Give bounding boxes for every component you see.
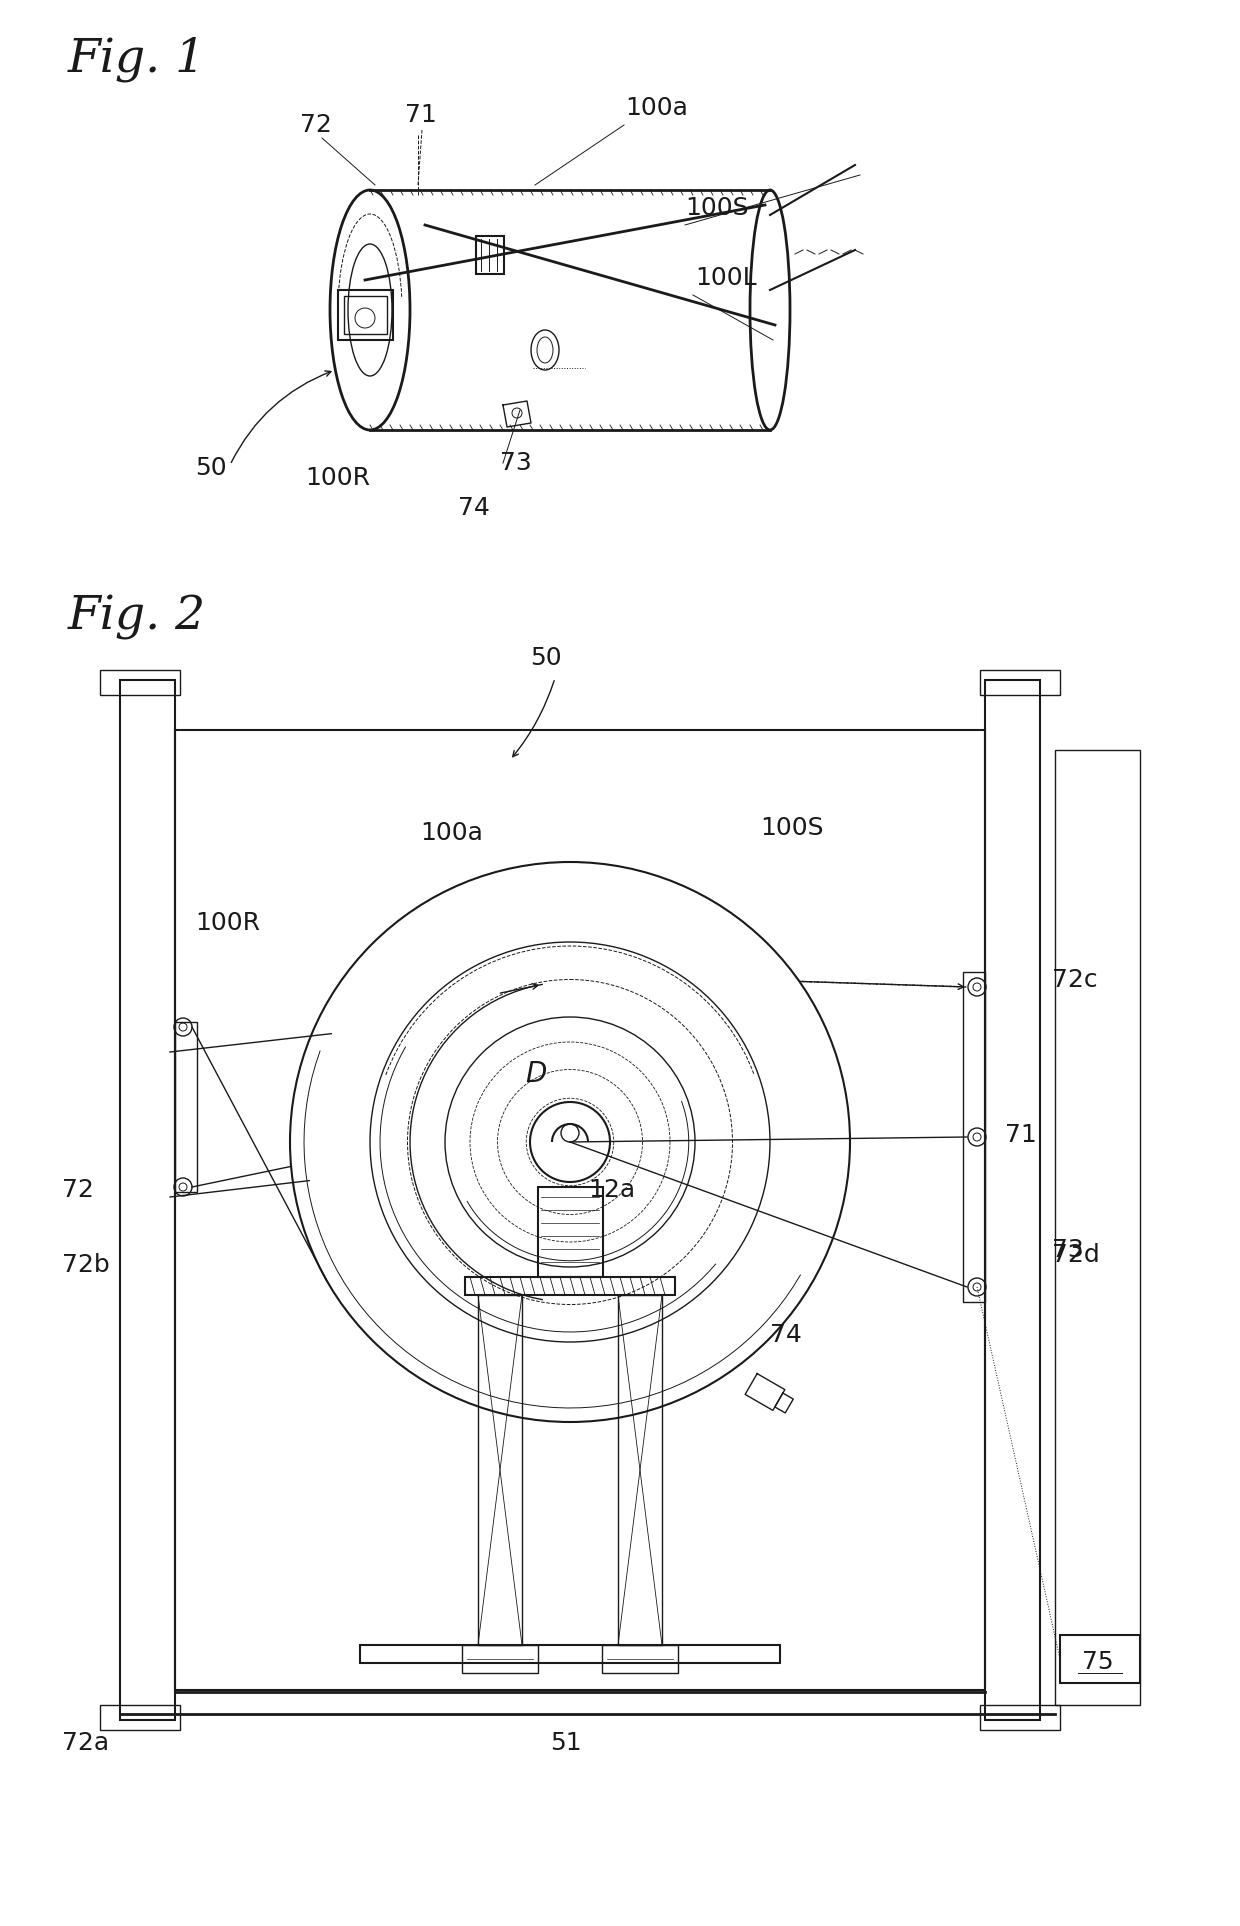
Bar — [100, 1705, 180, 1730]
Bar — [175, 730, 985, 1689]
Text: 74: 74 — [770, 1323, 802, 1346]
Text: 72: 72 — [62, 1179, 94, 1202]
Text: 72b: 72b — [62, 1254, 110, 1277]
Text: 72d: 72d — [1052, 1242, 1100, 1267]
Text: 73: 73 — [1052, 1238, 1084, 1262]
Text: 73: 73 — [500, 451, 532, 476]
Text: 71: 71 — [1004, 1123, 1037, 1148]
Bar — [477, 1294, 522, 1645]
Text: 72c: 72c — [1052, 969, 1097, 992]
Bar — [100, 670, 180, 695]
Text: 100a: 100a — [625, 96, 688, 119]
Bar — [343, 297, 387, 333]
Bar — [618, 1294, 662, 1645]
Text: 50: 50 — [529, 645, 562, 670]
Bar — [1060, 1635, 1140, 1683]
Text: 100R: 100R — [195, 911, 260, 934]
Bar — [1055, 749, 1140, 1705]
Text: 100S: 100S — [684, 196, 749, 220]
Bar — [463, 1645, 538, 1674]
Text: 100L: 100L — [694, 266, 756, 291]
Text: 72a: 72a — [62, 1731, 109, 1755]
Bar — [980, 1705, 1060, 1730]
Text: 51: 51 — [551, 1731, 582, 1755]
Bar — [985, 680, 1040, 1720]
Text: 100S: 100S — [760, 817, 823, 840]
Bar — [175, 1023, 197, 1192]
Bar — [465, 1277, 675, 1294]
Text: Fig. 2: Fig. 2 — [68, 595, 206, 641]
Text: 12a: 12a — [588, 1179, 635, 1202]
Bar — [538, 1186, 603, 1277]
Text: 75: 75 — [1083, 1651, 1114, 1674]
Text: D: D — [525, 1059, 547, 1088]
Text: Fig. 1: Fig. 1 — [68, 37, 206, 83]
Bar — [360, 1645, 780, 1662]
Text: 71: 71 — [405, 102, 436, 127]
Text: 50: 50 — [195, 456, 227, 480]
Text: 72: 72 — [300, 114, 332, 137]
Bar — [980, 670, 1060, 695]
Bar — [601, 1645, 678, 1674]
Text: 100R: 100R — [305, 466, 370, 489]
Bar — [120, 680, 175, 1720]
Bar — [963, 973, 985, 1302]
Bar — [476, 237, 503, 273]
Text: 74: 74 — [458, 497, 490, 520]
Text: 100a: 100a — [420, 820, 482, 846]
